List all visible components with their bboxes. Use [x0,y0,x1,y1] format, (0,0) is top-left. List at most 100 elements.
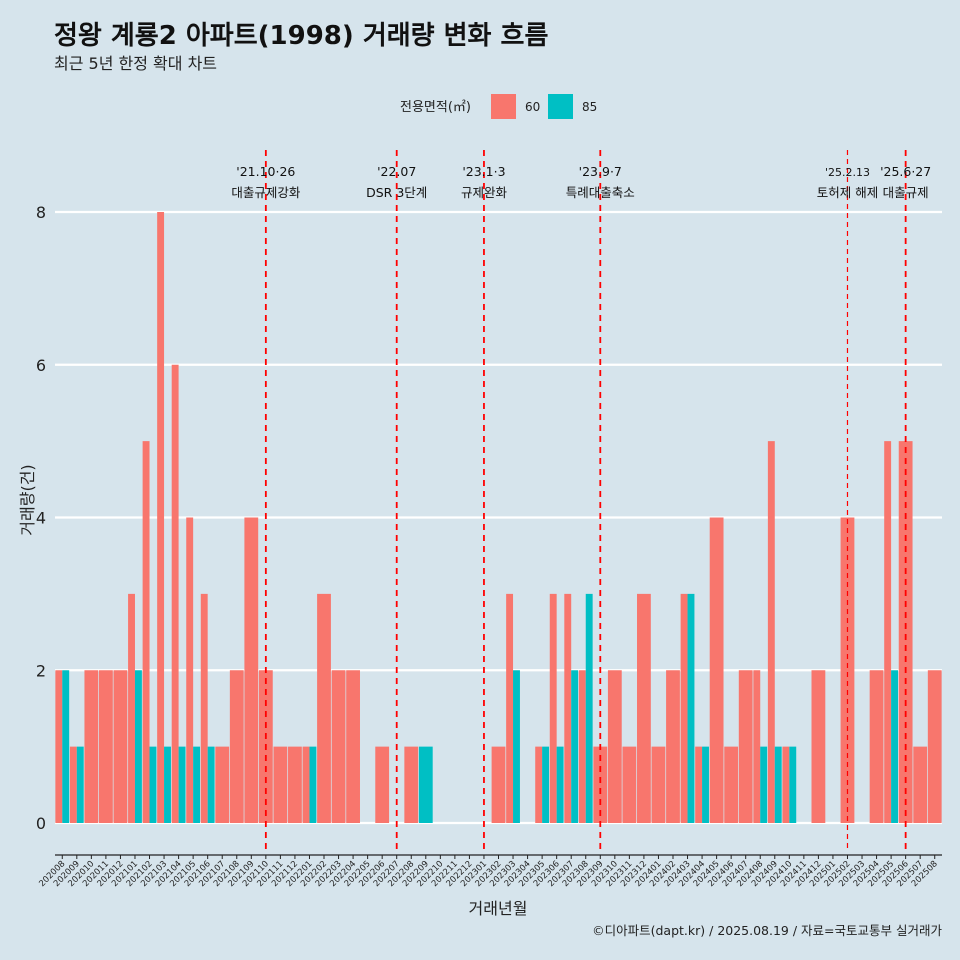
bar-60-202103 [157,212,165,823]
y-tick-label-4: 4 [36,509,46,528]
bar-60-202010 [84,670,99,823]
bar-85-202008 [62,670,70,823]
bar-85-202308 [585,593,593,823]
bar-60-202405 [709,517,724,823]
bar-60-202402 [666,670,680,823]
y-axis-ticks: 0 2 4 6 8 [36,203,46,833]
x-axis-title: 거래년월 [469,899,528,918]
bar-60-202106 [200,593,208,823]
bar-85-202303 [513,670,520,823]
bar-60-202208 [404,746,419,823]
legend-label-85: 85 [582,100,597,114]
bar-60-202107 [215,746,230,823]
x-axis: 2020082020092020102020112020122021012021… [37,854,942,889]
bar-60-202406 [724,746,739,823]
bar-60-202102 [142,441,150,823]
bar-85-202209 [418,746,433,823]
bar-60-202302 [491,746,506,823]
bar-60-202206 [375,746,390,823]
bar-60-202112 [288,746,302,823]
bar-85-202305 [542,746,550,823]
chart-title: 정왕 계룡2 아파트(1998) 거래량 변화 흐름 [54,21,548,51]
y-tick-label-2: 2 [36,661,46,680]
bar-60-202407 [738,670,753,823]
bar-60-202410 [782,746,790,823]
bar-85-202505 [891,670,899,823]
bar-60-202403 [680,593,688,823]
bar-60-202202 [317,593,331,823]
legend-swatch-85 [548,94,573,119]
event-label-0: 대출규제강화 [231,185,301,200]
event-label-1: DSR 3단계 [366,185,427,200]
bar-60-202306 [549,593,557,823]
bar-60-202404 [695,746,703,823]
bar-60-202310 [607,670,622,823]
bar-60-202307 [564,593,572,823]
bar-60-202308 [578,670,586,823]
bar-85-202106 [207,746,215,823]
bar-60-202401 [651,746,666,823]
bar-60-202108 [229,670,244,823]
bar-60-202305 [535,746,543,823]
bar-60-202412 [811,670,826,823]
bar-60-202311 [622,746,637,823]
event-label-4: 토허제 해제 [817,185,878,200]
bar-60-202009 [69,746,77,823]
event-label-3: 특례대출축소 [566,185,635,200]
bar-60-202203 [331,670,346,823]
bar-60-202506 [898,441,913,823]
bars [55,212,942,823]
bar-60-202109 [244,517,259,823]
y-tick-label-8: 8 [36,203,46,222]
legend: 전용면적(㎡) 60 85 [400,94,597,119]
bar-60-202012 [113,670,128,823]
bar-85-202409 [774,746,782,823]
bar-85-202307 [571,670,579,823]
bar-85-202101 [134,670,142,823]
caption: ©디아파트(dapt.kr) / 2025.08.19 / 자료=국토교통부 실… [592,923,942,938]
event-date-3: '23.9·7 [579,164,622,179]
bar-60-202303 [506,593,514,823]
bar-60-202105 [186,517,194,823]
bar-60-202008 [55,670,63,823]
event-label-5: 대출규제 [883,185,929,200]
legend-swatch-60 [491,94,516,119]
legend-label-60: 60 [525,100,540,114]
bar-60-202204 [346,670,360,823]
bar-60-202409 [767,441,775,823]
bar-60-202508 [927,670,942,823]
bar-60-202507 [913,746,928,823]
event-date-4: '25.2.13 [825,166,870,179]
bar-85-202104 [178,746,186,823]
bar-60-202504 [869,670,884,823]
bar-85-202105 [193,746,201,823]
bar-60-202101 [128,593,135,823]
bar-85-202201 [309,746,317,823]
y-tick-label-6: 6 [36,356,46,375]
bar-60-202408 [753,670,761,823]
bar-85-202408 [760,746,768,823]
bar-60-202502 [840,517,855,823]
bar-85-202306 [556,746,564,823]
bar-85-202410 [789,746,797,823]
bar-85-202009 [76,746,84,823]
bar-85-202103 [164,746,171,823]
bar-85-202102 [149,746,157,823]
event-lines: '21.10·26 대출규제강화 '22.07 DSR 3단계 '23.1·3 규제완화 '… [231,150,931,852]
y-axis-title: 거래량(건) [18,464,37,535]
event-date-2: '23.1·3 [462,164,505,179]
legend-title: 전용면적(㎡) [400,100,471,115]
event-date-1: '22.07 [377,164,416,179]
y-tick-label-0: 0 [36,814,46,833]
chart-subtitle: 최근 5년 한정 확대 차트 [54,54,217,73]
bar-60-202104 [171,364,179,823]
bar-85-202403 [687,593,695,823]
bar-60-202011 [98,670,113,823]
bar-60-202111 [273,746,288,823]
bar-60-202201 [302,746,310,823]
event-date-5: '25.6·27 [880,164,931,179]
bar-60-202505 [884,441,892,823]
event-label-2: 규제완화 [461,185,508,200]
